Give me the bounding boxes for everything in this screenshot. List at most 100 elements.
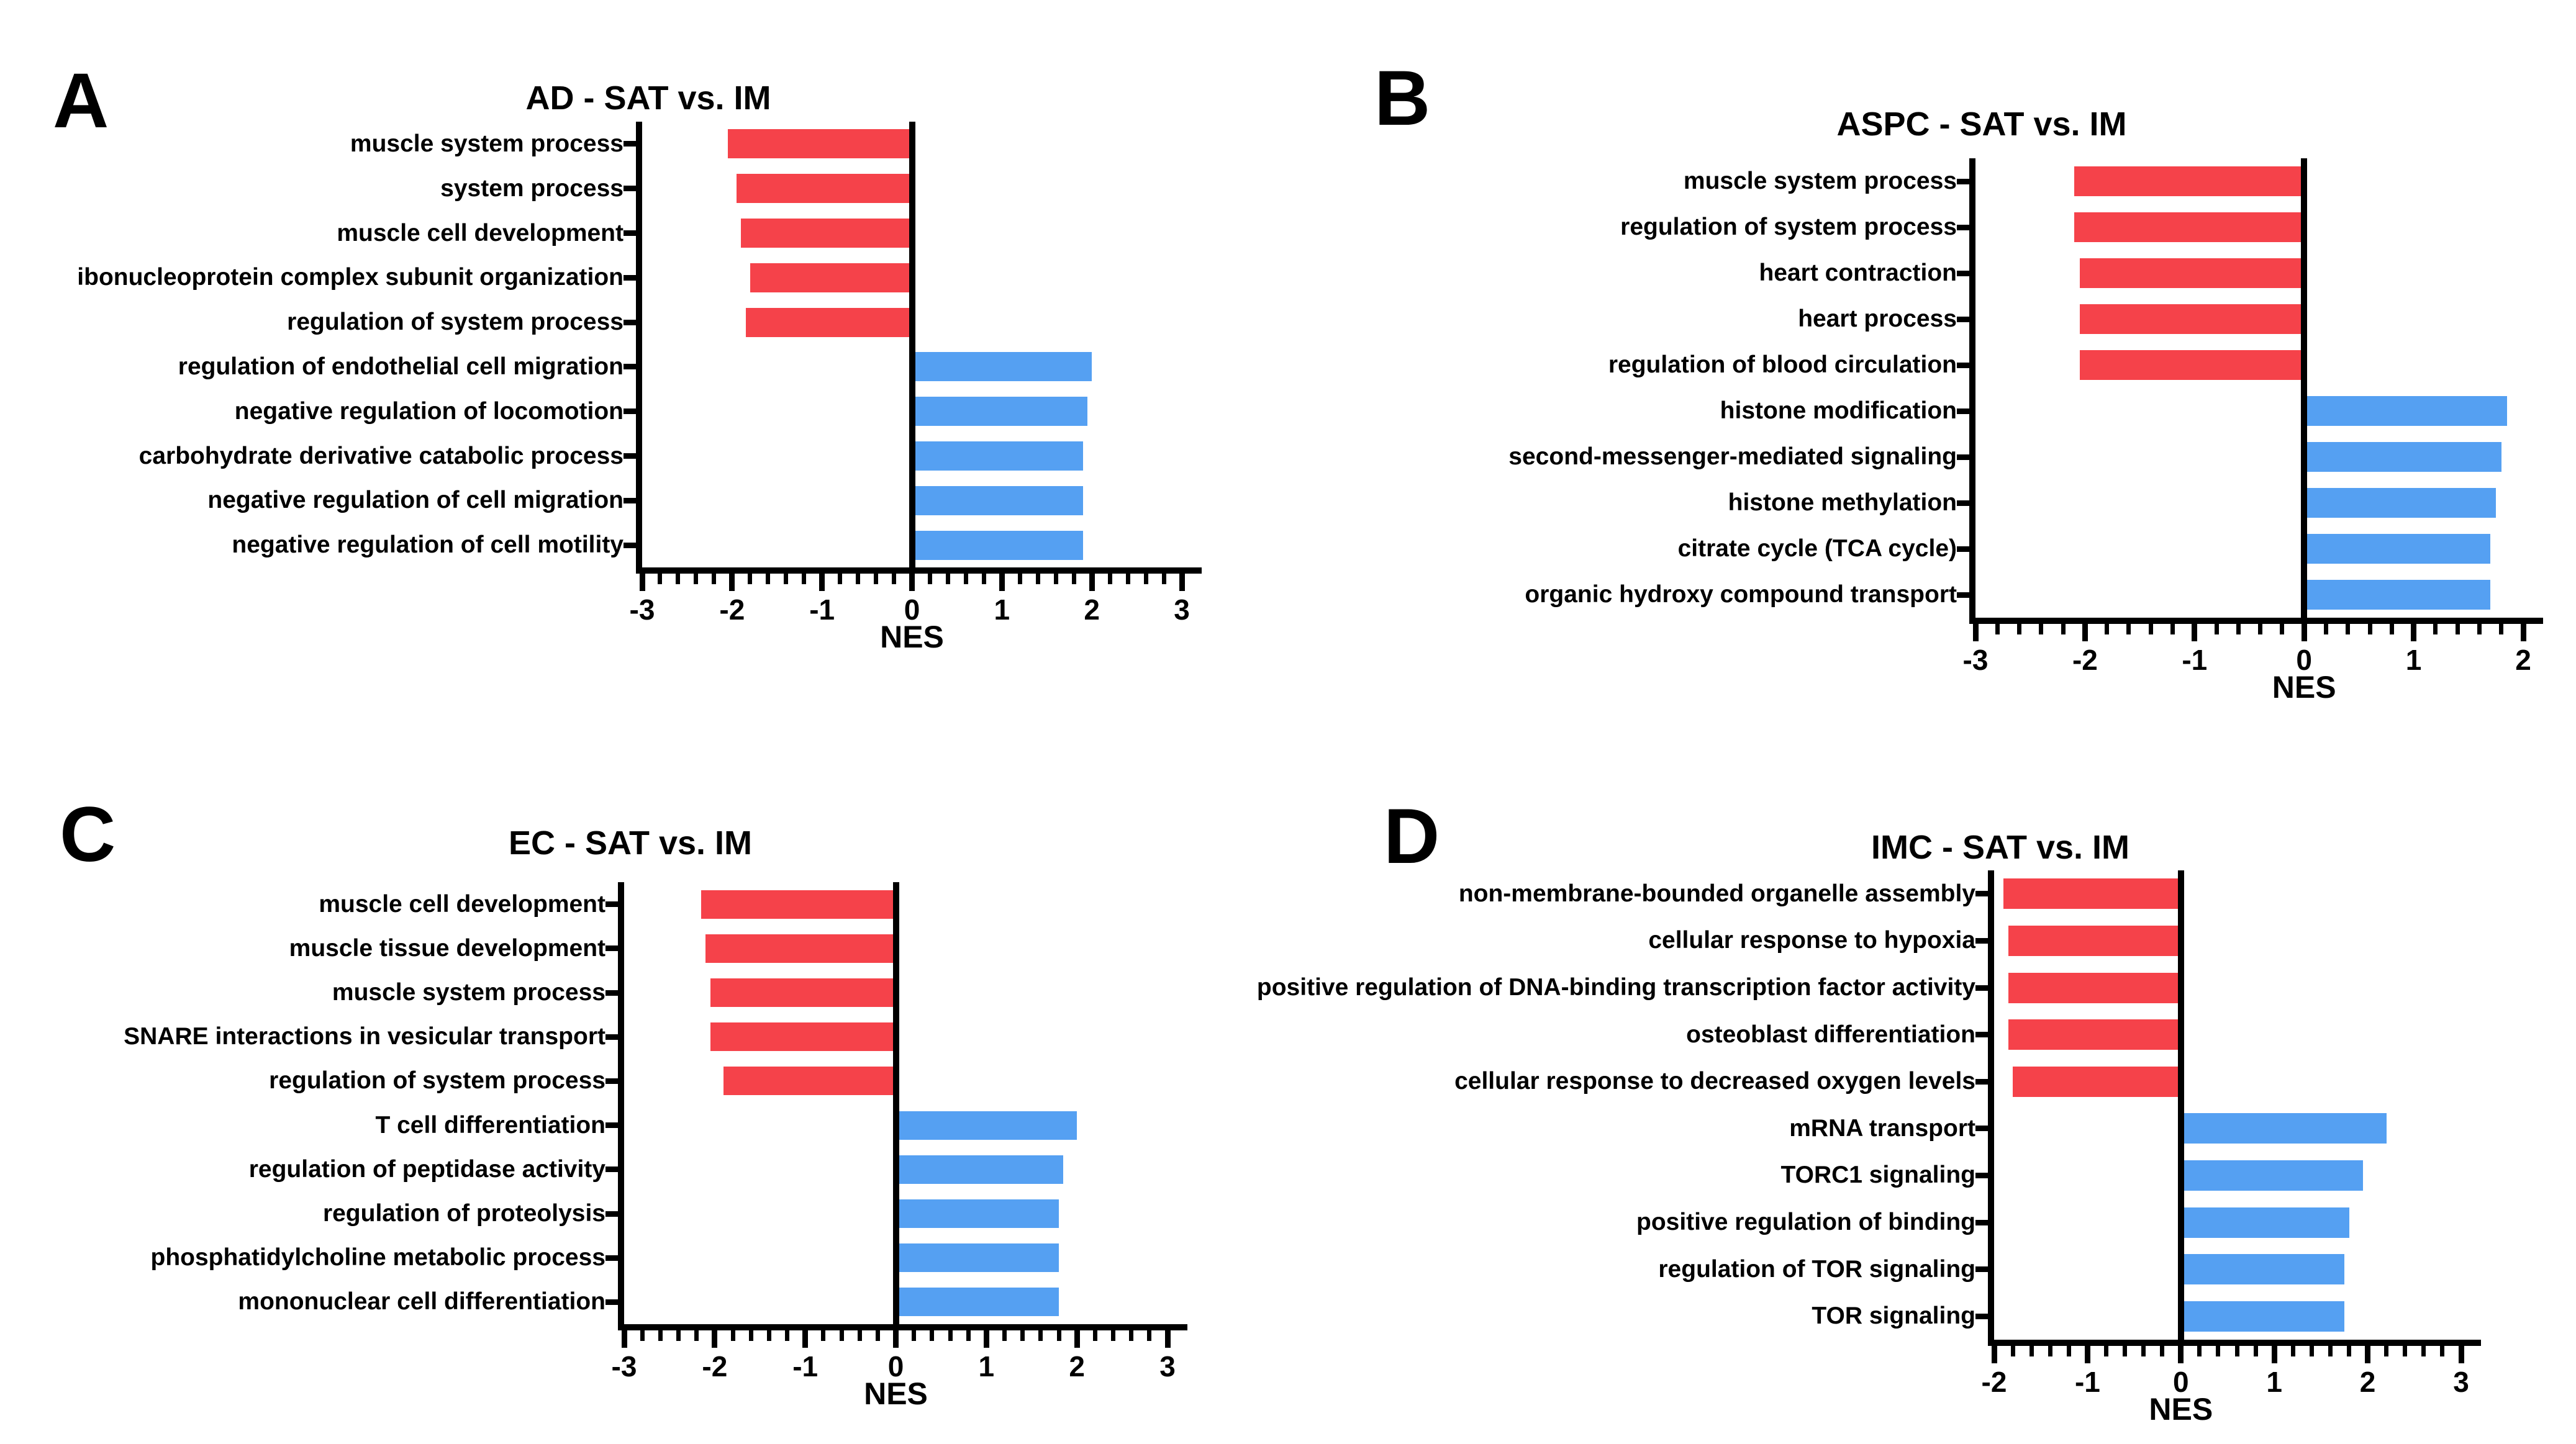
category-tick — [605, 1122, 618, 1129]
x-tick-minor — [1002, 1330, 1007, 1341]
bar-negative — [2008, 972, 2181, 1003]
x-tick-label: -2 — [2072, 644, 2098, 676]
x-tick-minor — [2236, 624, 2241, 634]
category-label: cellular response to decreased oxygen le… — [1454, 1068, 1975, 1095]
x-tick-label: -3 — [611, 1350, 637, 1383]
category-label: SNARE interactions in vesicular transpor… — [124, 1023, 605, 1050]
x-tick-label: -1 — [792, 1350, 819, 1383]
category-label: regulation of system process — [287, 309, 624, 336]
x-tick-minor — [1147, 1330, 1152, 1341]
x-tick-label: 0 — [904, 593, 920, 626]
x-tick-minor — [1143, 574, 1148, 584]
x-tick-minor — [748, 574, 753, 584]
category-label: muscle cell development — [337, 219, 624, 246]
x-tick-minor — [2214, 624, 2219, 634]
category-tick — [605, 901, 618, 908]
chart-title-d: IMC - SAT vs. IM — [1871, 829, 2130, 866]
x-tick-minor — [2039, 624, 2044, 634]
category-label: system process — [440, 174, 624, 202]
x-tick-minor — [948, 1330, 953, 1341]
category-label: organic hydroxy compound transport — [1525, 581, 1957, 608]
x-tick-major — [2411, 624, 2417, 641]
zero-line — [2301, 158, 2308, 618]
bar-negative — [2079, 304, 2305, 334]
bar-positive — [2304, 442, 2501, 472]
x-tick-minor — [2433, 624, 2438, 634]
x-tick-major — [2365, 1346, 2371, 1363]
bar-negative — [2074, 166, 2305, 196]
x-tick-minor — [2290, 1346, 2295, 1356]
bar-positive — [2180, 1254, 2344, 1285]
category-tick — [624, 542, 636, 548]
plot-area-a: muscle system process system process muscl… — [77, 122, 1202, 626]
x-tick-minor — [802, 574, 807, 584]
x-tick-minor — [927, 574, 932, 584]
x-tick-minor — [694, 574, 699, 584]
category-tick — [605, 1078, 618, 1084]
x-tick-minor — [694, 1330, 699, 1341]
bar-negative — [741, 219, 912, 248]
x-tick-minor — [766, 574, 771, 584]
category-tick — [1957, 408, 1969, 414]
bar-positive — [2180, 1207, 2349, 1238]
chart-title-c: EC - SAT vs. IM — [508, 824, 753, 862]
x-tick-minor — [2328, 1346, 2333, 1356]
category-label: muscle cell development — [319, 890, 605, 918]
x-tick-major — [2301, 624, 2307, 641]
bar-positive — [896, 1288, 1059, 1317]
bar-negative — [2008, 1019, 2181, 1050]
bar-positive — [912, 530, 1083, 560]
x-tick-minor — [966, 1330, 971, 1341]
bar-negative — [750, 263, 912, 292]
x-tick-label: -2 — [1981, 1366, 2007, 1398]
bar-negative — [2008, 925, 2181, 956]
x-tick-minor — [856, 574, 861, 584]
category-label: heart process — [1798, 305, 1957, 332]
category-tick — [1957, 454, 1969, 460]
category-label: histone methylation — [1728, 489, 1957, 516]
y-axis-spine — [618, 882, 624, 1330]
plot-area-c: muscle cell development muscle tissue dev… — [124, 882, 1187, 1383]
x-axis-line — [1988, 1340, 2481, 1346]
bar-negative — [745, 307, 912, 337]
bar-positive — [2180, 1301, 2344, 1332]
category-tick — [605, 1034, 618, 1040]
bar-negative — [723, 1067, 896, 1096]
category-tick — [1975, 1313, 1988, 1319]
category-label: muscle system process — [332, 979, 605, 1006]
x-tick-minor — [2105, 624, 2110, 634]
x-tick-minor — [2160, 1346, 2165, 1356]
x-tick-minor — [2323, 624, 2328, 634]
x-tick-minor — [2280, 624, 2285, 634]
x-tick-label: -2 — [719, 593, 745, 626]
panel-letter-c: C — [60, 792, 116, 878]
bar-negative — [710, 1022, 896, 1052]
category-tick — [1975, 1078, 1988, 1085]
x-tick-minor — [839, 1330, 844, 1341]
x-tick-minor — [1092, 1330, 1097, 1341]
x-tick-label: 0 — [887, 1350, 904, 1383]
category-tick — [1957, 270, 1969, 276]
plot-area-b: muscle system process regulation of syste… — [1508, 158, 2543, 676]
bar-negative — [2079, 350, 2305, 380]
x-axis-label-c: NES — [864, 1376, 928, 1411]
x-tick-label: -1 — [2182, 644, 2208, 676]
x-tick-major — [999, 574, 1005, 591]
bar-positive — [896, 1243, 1059, 1273]
x-tick-minor — [785, 1330, 789, 1341]
x-tick-major — [2178, 1346, 2184, 1363]
x-tick-minor — [2346, 624, 2351, 634]
x-tick-major — [1074, 1330, 1080, 1348]
category-label: regulation of proteolysis — [322, 1200, 605, 1227]
category-label: phosphatidylcholine metabolic process — [150, 1244, 606, 1271]
category-label: regulation of system process — [1620, 214, 1957, 240]
x-tick-minor — [2477, 624, 2482, 634]
x-tick-major — [2520, 624, 2526, 641]
x-tick-minor — [1017, 574, 1022, 584]
x-tick-minor — [892, 574, 897, 584]
category-label: carbohydrate derivative catabolic proces… — [138, 442, 624, 469]
x-tick-minor — [2123, 1346, 2128, 1356]
category-label: muscle tissue development — [289, 934, 605, 962]
x-tick-major — [2082, 624, 2088, 641]
category-tick — [605, 1166, 618, 1173]
